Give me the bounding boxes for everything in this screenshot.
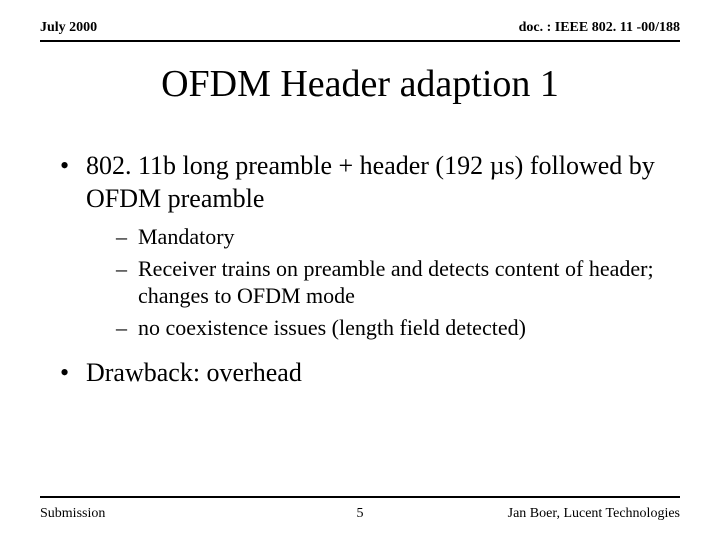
sub-bullet-item: Mandatory [116, 223, 670, 251]
footer-page-number: 5 [357, 506, 364, 522]
bullet-text: 802. 11b long preamble + header (192 µs)… [86, 151, 655, 213]
header-date: July 2000 [40, 20, 97, 36]
bullet-item: Drawback: overhead [60, 357, 670, 390]
bullet-item: 802. 11b long preamble + header (192 µs)… [60, 150, 670, 341]
slide-title: OFDM Header adaption 1 [40, 62, 680, 106]
footer-rule [40, 496, 680, 498]
footer-left: Submission [40, 506, 105, 522]
slide: July 2000 doc. : IEEE 802. 11 -00/188 OF… [0, 0, 720, 540]
footer-author: Jan Boer, Lucent Technologies [508, 506, 680, 522]
header-rule [40, 40, 680, 42]
bullet-text: Drawback: overhead [86, 358, 302, 387]
sublist: Mandatory Receiver trains on preamble an… [116, 223, 670, 341]
content-area: 802. 11b long preamble + header (192 µs)… [60, 150, 670, 400]
footer-row: Submission 5 Jan Boer, Lucent Technologi… [40, 506, 680, 522]
sub-bullet-item: no coexistence issues (length field dete… [116, 314, 670, 342]
header-row: July 2000 doc. : IEEE 802. 11 -00/188 [40, 20, 680, 36]
header-doc-id: doc. : IEEE 802. 11 -00/188 [519, 20, 680, 36]
sub-bullet-item: Receiver trains on preamble and detects … [116, 255, 670, 310]
